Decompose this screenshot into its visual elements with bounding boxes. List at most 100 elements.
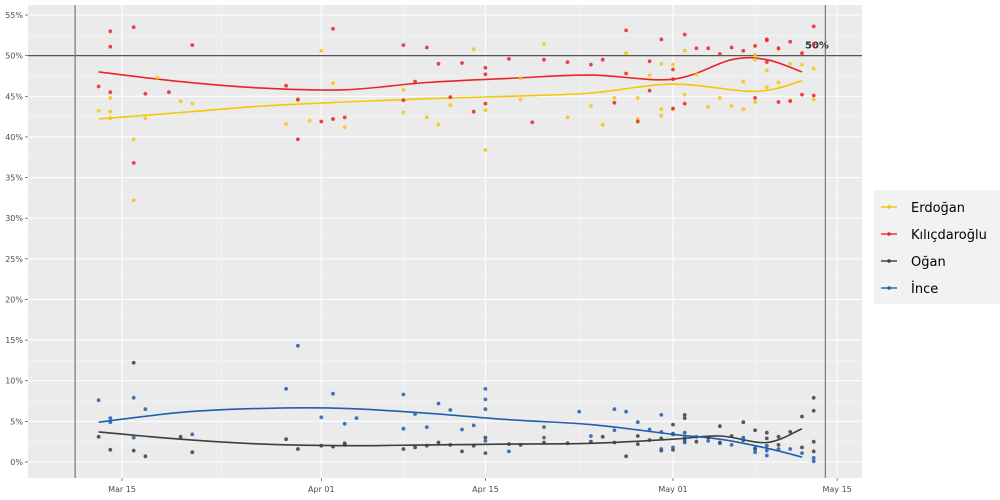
erdogan-poll-point: [706, 104, 711, 109]
erdogan-poll-point: [624, 51, 628, 56]
reference-lines: 50%: [28, 5, 862, 478]
ince-poll-point: [671, 445, 675, 450]
ince-poll-point: [96, 398, 101, 403]
ince-poll-point: [108, 416, 113, 420]
erdogan-poll-point: [741, 79, 746, 84]
ogan-poll-point: [483, 435, 488, 440]
kilicdaroglu-poll-point: [811, 24, 816, 29]
kilicdaroglu-poll-point: [671, 106, 675, 111]
erdogan-poll-point: [612, 96, 617, 100]
ince-poll-point: [319, 415, 324, 420]
kilicdaroglu-poll-point: [507, 57, 511, 61]
kilicdaroglu-poll-point: [647, 88, 652, 93]
ince-poll-point: [131, 435, 136, 440]
kilicdaroglu-poll-point: [530, 120, 535, 125]
ogan-poll-point: [471, 443, 476, 448]
kilicdaroglu-poll-point: [460, 61, 464, 65]
ince-poll-point: [811, 459, 816, 464]
erdogan-poll-point: [518, 97, 523, 102]
ince-poll-point: [507, 449, 511, 454]
ogan-poll-point: [296, 447, 300, 451]
erdogan-poll-point: [483, 108, 488, 112]
ogan-poll-point: [436, 440, 441, 445]
erdogan-poll-point: [764, 68, 769, 73]
ogan-poll-point: [178, 434, 183, 439]
kilicdaroglu-poll-point: [729, 45, 734, 50]
erdogan-poll-point: [600, 122, 605, 127]
erdogan-poll-point: [682, 48, 687, 53]
kilicdaroglu-poll-point: [331, 117, 335, 121]
ogan-poll-point: [671, 422, 675, 427]
ince-poll-point: [542, 435, 546, 440]
ogan-poll-point: [612, 440, 617, 445]
erdogan-poll-point: [331, 81, 335, 86]
ince-poll-point: [342, 421, 347, 426]
erdogan-poll-point: [284, 122, 288, 126]
ogan-poll-point: [507, 442, 511, 446]
ince-poll-point: [682, 430, 687, 435]
kilicdaroglu-poll-point: [706, 46, 711, 51]
erdogan-poll-point: [131, 137, 136, 142]
kilicdaroglu-poll-point: [319, 119, 324, 124]
ince-poll-point: [612, 407, 617, 412]
erdogan-poll-point: [542, 42, 546, 47]
ogan-poll-point: [753, 428, 757, 433]
kilicdaroglu-poll-point: [753, 44, 757, 48]
ogan-poll-point: [729, 434, 734, 438]
ince-poll-point: [612, 428, 617, 433]
ince-poll-point: [354, 416, 359, 420]
ogan-poll-point: [600, 434, 605, 439]
ogan-poll-point: [624, 454, 628, 459]
x-tick-label: Mar 15: [108, 485, 136, 494]
ogan-poll-point: [424, 443, 429, 448]
erdogan-poll-point: [483, 148, 488, 152]
ogan-poll-point: [635, 442, 640, 446]
kilicdaroglu-poll-point: [108, 44, 113, 49]
legend-point: [887, 205, 891, 209]
legend-label-ogan: Oğan: [911, 255, 946, 270]
ince-poll-point: [483, 439, 488, 443]
y-tick-label: 30%: [5, 214, 23, 223]
kilicdaroglu-poll-point: [284, 83, 288, 88]
kilicdaroglu-poll-point: [694, 46, 699, 51]
ogan-poll-point: [342, 441, 347, 446]
ince-poll-point: [284, 387, 288, 391]
ogan-poll-point: [788, 430, 793, 434]
legend-label-erdogan: Erdoğan: [911, 201, 965, 216]
ogan-poll-point: [718, 424, 722, 429]
kilicdaroglu-poll-point: [764, 60, 769, 64]
kilicdaroglu-poll-point: [542, 57, 546, 62]
kilicdaroglu-poll-point: [753, 96, 757, 100]
kilicdaroglu-poll-point: [624, 71, 628, 76]
ince-poll-point: [108, 420, 113, 425]
erdogan-poll-point: [741, 107, 746, 112]
ogan-poll-point: [331, 444, 335, 449]
ogan-poll-point: [764, 436, 769, 441]
ogan-poll-point: [284, 437, 288, 442]
kilicdaroglu-poll-point: [718, 52, 722, 56]
ince-poll-point: [659, 447, 664, 451]
ince-poll-point: [483, 387, 488, 391]
erdogan-poll-point: [143, 116, 148, 121]
erdogan-poll-point: [108, 116, 113, 121]
x-tick-label: May 15: [822, 485, 851, 494]
ogan-poll-point: [413, 445, 417, 450]
kilicdaroglu-poll-point: [600, 57, 605, 62]
ince-poll-point: [753, 446, 757, 451]
fifty-percent-label: 50%: [805, 41, 829, 52]
ince-poll-point: [694, 434, 699, 439]
ogan-poll-point: [96, 434, 101, 439]
y-tick-label: 0%: [10, 458, 23, 467]
x-tick-label: May 01: [658, 485, 687, 494]
kilicdaroglu-poll-point: [612, 100, 617, 105]
erdogan-poll-point: [108, 96, 113, 100]
ince-poll-point: [682, 440, 687, 445]
ogan-poll-point: [460, 449, 464, 454]
ogan-poll-point: [682, 413, 687, 417]
kilicdaroglu-trend-line: [98, 56, 803, 91]
y-tick-label: 35%: [5, 174, 23, 183]
kilicdaroglu-poll-point: [589, 62, 593, 67]
ince-poll-point: [190, 432, 195, 437]
ince-poll-point: [647, 427, 652, 432]
kilicdaroglu-poll-point: [624, 28, 628, 33]
